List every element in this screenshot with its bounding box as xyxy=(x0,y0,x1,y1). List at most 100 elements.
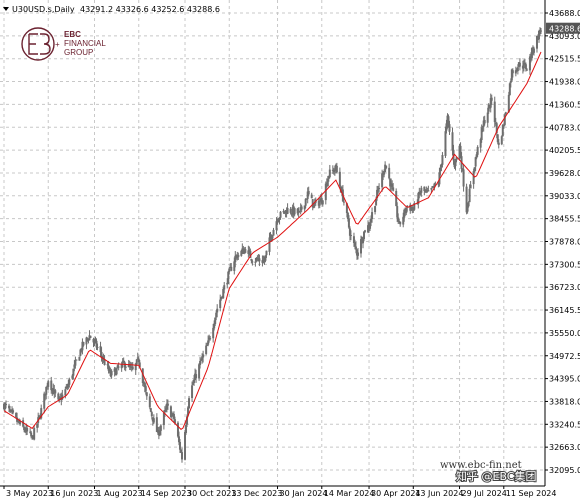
candle-body xyxy=(306,191,309,199)
candle-body xyxy=(453,161,456,168)
y-tick-label: 35550.0 xyxy=(549,329,580,338)
candle-body xyxy=(207,340,210,345)
candle-body xyxy=(61,394,64,400)
candle-body xyxy=(15,412,18,418)
candle-body xyxy=(85,337,88,345)
candle-body xyxy=(187,407,190,416)
x-tick-label: 1 Aug 2023 xyxy=(97,489,143,498)
x-tick-label: 13 Dec 2023 xyxy=(231,489,282,498)
candle-body xyxy=(501,124,504,137)
candle-body xyxy=(228,268,231,272)
candle-body xyxy=(278,217,281,220)
dropdown-triangle-icon[interactable] xyxy=(3,7,9,11)
candle-body xyxy=(120,363,123,369)
candle-body xyxy=(440,164,443,167)
candle-body xyxy=(412,209,415,211)
x-tick-label: 30 Oct 2023 xyxy=(187,489,236,498)
candle-body xyxy=(391,184,394,187)
candle-body xyxy=(87,339,90,341)
candle-body xyxy=(94,340,97,342)
candle-body xyxy=(307,190,310,195)
candle-body xyxy=(254,261,257,263)
candle-body xyxy=(33,428,36,440)
candle-body xyxy=(257,258,260,260)
candle-body xyxy=(221,296,224,298)
candle-body xyxy=(45,386,48,395)
candle-body xyxy=(3,403,5,410)
candle-body xyxy=(276,221,279,223)
candle-body xyxy=(31,435,34,437)
candle-body xyxy=(487,104,490,112)
candle-body xyxy=(521,65,524,69)
candle-body xyxy=(89,335,92,339)
candle-layer xyxy=(3,27,542,463)
candle-body xyxy=(416,203,419,205)
candle-body xyxy=(159,425,162,431)
candle-body xyxy=(226,282,229,285)
candle-body xyxy=(73,364,76,368)
candle-body xyxy=(9,409,12,411)
candle-body xyxy=(251,261,254,263)
y-tick-label: 39033.0 xyxy=(549,192,580,201)
candle-body xyxy=(148,396,151,408)
candle-body xyxy=(504,112,507,115)
candle-body xyxy=(4,404,7,410)
candle-body xyxy=(417,193,420,204)
candle-body xyxy=(413,203,416,210)
candle-body xyxy=(150,412,153,417)
candle-body xyxy=(127,364,130,368)
candle-body xyxy=(524,64,527,69)
candle-body xyxy=(290,213,293,215)
candle-body xyxy=(192,383,195,385)
candle-body xyxy=(269,236,272,238)
candle-body xyxy=(317,200,320,206)
candle-body xyxy=(277,219,280,223)
candle-body xyxy=(515,69,518,71)
candle-body xyxy=(529,57,532,59)
candle-body xyxy=(439,168,442,172)
candle-body xyxy=(346,212,349,220)
watermark-site: www.ebc-fin.net xyxy=(440,460,522,471)
candle-body xyxy=(535,35,538,49)
candle-body xyxy=(510,69,513,81)
candle-body xyxy=(517,62,520,67)
candle-body xyxy=(22,420,25,427)
moving-average-line xyxy=(3,51,542,431)
candle-body xyxy=(17,420,20,422)
candle-body xyxy=(433,183,436,188)
candle-body xyxy=(200,359,203,361)
candle-body xyxy=(368,224,371,228)
candle-body xyxy=(268,237,271,252)
candle-body xyxy=(334,164,337,171)
candle-body xyxy=(338,171,341,186)
candle-body xyxy=(398,221,401,223)
candle-body xyxy=(205,345,208,354)
candle-body xyxy=(374,206,377,213)
y-tick-label: 33818.0 xyxy=(549,397,580,406)
candle-body xyxy=(38,415,41,418)
candle-body xyxy=(536,35,539,40)
candle-body xyxy=(149,408,152,412)
candle-body xyxy=(328,169,331,178)
candle-body xyxy=(131,366,134,370)
candle-body xyxy=(462,169,465,187)
candle-body xyxy=(59,397,62,399)
y-tick-label: 40205.5 xyxy=(549,146,580,155)
candle-body xyxy=(99,346,102,352)
candle-body xyxy=(437,183,440,185)
candle-body xyxy=(405,208,408,214)
candle-body xyxy=(538,31,541,33)
candle-body xyxy=(349,235,352,237)
candle-body xyxy=(240,250,243,256)
candle-body xyxy=(461,169,464,171)
candle-body xyxy=(489,98,492,108)
candle-body xyxy=(370,218,373,223)
candle-body xyxy=(369,223,372,229)
candle-body xyxy=(46,385,49,387)
candle-body xyxy=(152,418,155,423)
candle-body xyxy=(509,81,512,83)
candle-body xyxy=(362,239,365,244)
candle-body xyxy=(95,340,98,348)
candle-body xyxy=(142,382,145,385)
